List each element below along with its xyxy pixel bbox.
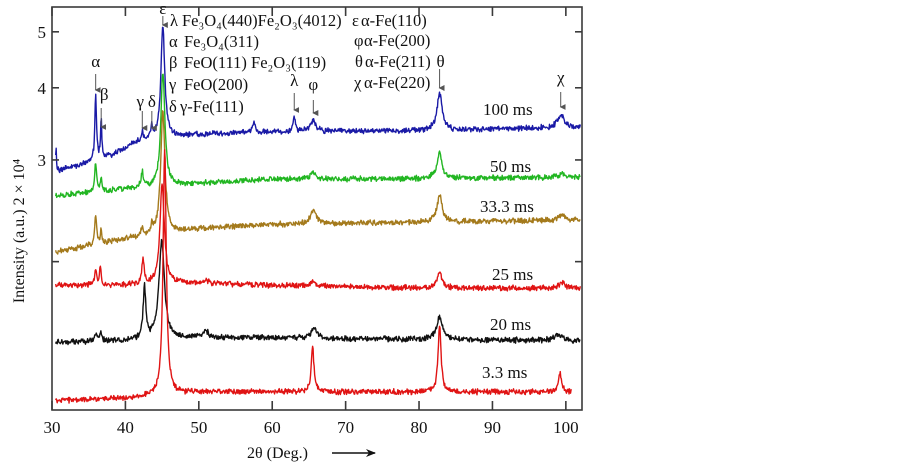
legend-phase: α-Fe(200) <box>364 31 430 50</box>
series-label-50ms: 50 ms <box>490 157 531 176</box>
legend-phase: α-Fe(211) <box>365 52 431 71</box>
legend-symbol: φ <box>354 31 364 50</box>
peak-marker-label: β <box>100 85 109 104</box>
peak-marker: λ <box>290 71 300 113</box>
legend-entry-phi: φ α-Fe(200) <box>354 31 430 50</box>
series-label-20ms: 20 ms <box>490 315 531 334</box>
x-tick-label: 60 <box>264 418 281 437</box>
legend-phase: FeO(200) <box>184 75 248 94</box>
legend-entry-chi: χ α-Fe(220) <box>353 73 430 92</box>
y-tick-label: 3 <box>38 151 47 170</box>
peak-marker-label: α <box>91 52 100 71</box>
peak-marker: α <box>91 52 101 93</box>
y-tick-label: 5 <box>38 23 47 42</box>
tick-layer: 30 40 50 60 70 80 90 100 3 4 5 <box>38 7 582 437</box>
x-tick-label: 30 <box>44 418 61 437</box>
legend: λ Fe₃O₄(440)Fe₂O₃(4012) α Fe₃O₄(311) β F… <box>168 11 431 116</box>
legend-entry-alpha: α Fe₃O₄(311) <box>169 32 259 51</box>
series-line-20ms <box>55 238 581 346</box>
peak-marker-label: ε <box>159 0 166 18</box>
series-line-33-3ms <box>54 110 581 255</box>
peak-marker: θ <box>437 52 445 91</box>
legend-phase: Fe₃O₄(440)Fe₂O₃(4012) <box>182 11 342 30</box>
plot-frame <box>51 6 583 411</box>
peak-marker-label: θ <box>437 52 445 71</box>
legend-phase: α-Fe(110) <box>361 11 427 30</box>
peak-marker: φ <box>308 75 318 116</box>
series-line-3-3ms <box>55 149 573 404</box>
legend-symbol: β <box>169 53 177 72</box>
series-label-3-3ms: 3.3 ms <box>482 363 527 382</box>
series-label-25ms: 25 ms <box>492 265 533 284</box>
legend-entry-gamma: γ FeO(200) <box>168 75 248 94</box>
x-tick-label: 40 <box>117 418 134 437</box>
legend-entry-theta: θ α-Fe(211) <box>355 52 431 71</box>
legend-phase: Fe₃O₄(311) <box>184 32 259 51</box>
series-line-100ms <box>54 26 581 174</box>
peak-marker-label: φ <box>308 75 318 94</box>
peak-marker: β <box>100 85 109 130</box>
legend-symbol: θ <box>355 52 363 71</box>
legend-symbol: γ <box>168 75 176 94</box>
peak-marker-label: λ <box>290 71 299 90</box>
peak-marker: γ <box>136 92 148 131</box>
peak-marker-label: γ <box>136 92 145 111</box>
peak-marker: δ <box>148 92 157 131</box>
legend-entry-delta: δ γ-Fe(111) <box>169 97 244 116</box>
peak-marker: ε <box>159 0 168 28</box>
series-line-50ms <box>54 73 581 199</box>
x-tick-label: 50 <box>190 418 207 437</box>
legend-phase: γ-Fe(111) <box>179 97 244 116</box>
legend-symbol: χ <box>353 73 362 92</box>
series-label-33-3ms: 33.3 ms <box>480 197 534 216</box>
legend-entry-epsilon: ε α-Fe(110) <box>352 11 427 30</box>
legend-entry-lambda: λ Fe₃O₄(440)Fe₂O₃(4012) <box>170 11 342 30</box>
peak-marker: χ <box>556 68 566 110</box>
peak-marker-label: δ <box>148 92 156 111</box>
series-layer <box>54 26 581 404</box>
x-tick-label: 90 <box>484 418 501 437</box>
x-tick-label: 70 <box>337 418 354 437</box>
legend-phase: α-Fe(220) <box>364 73 430 92</box>
x-axis-label: 2θ (Deg.) <box>247 445 308 462</box>
legend-symbol: λ <box>170 11 178 30</box>
x-tick-label: 100 <box>553 418 579 437</box>
series-label-100ms: 100 ms <box>483 100 533 119</box>
peak-marker-label: χ <box>556 68 565 87</box>
legend-symbol: δ <box>169 97 177 116</box>
y-axis-label: Intensity (a.u.) 2 × 10⁴ <box>11 158 28 303</box>
x-tick-label: 80 <box>411 418 428 437</box>
legend-symbol: ε <box>352 11 359 30</box>
y-tick-label: 4 <box>38 79 47 98</box>
series-labels: 100 ms 50 ms 33.3 ms 25 ms 20 ms 3.3 ms <box>480 100 534 382</box>
peak-marker-layer: αβ γ δελ φθχ <box>91 0 566 131</box>
legend-symbol: α <box>169 32 178 51</box>
legend-entry-beta: β FeO(111) Fe₂O₃(119) <box>169 53 326 72</box>
series-line-25ms <box>54 183 581 292</box>
legend-phase: FeO(111) Fe₂O₃(119) <box>184 53 326 72</box>
